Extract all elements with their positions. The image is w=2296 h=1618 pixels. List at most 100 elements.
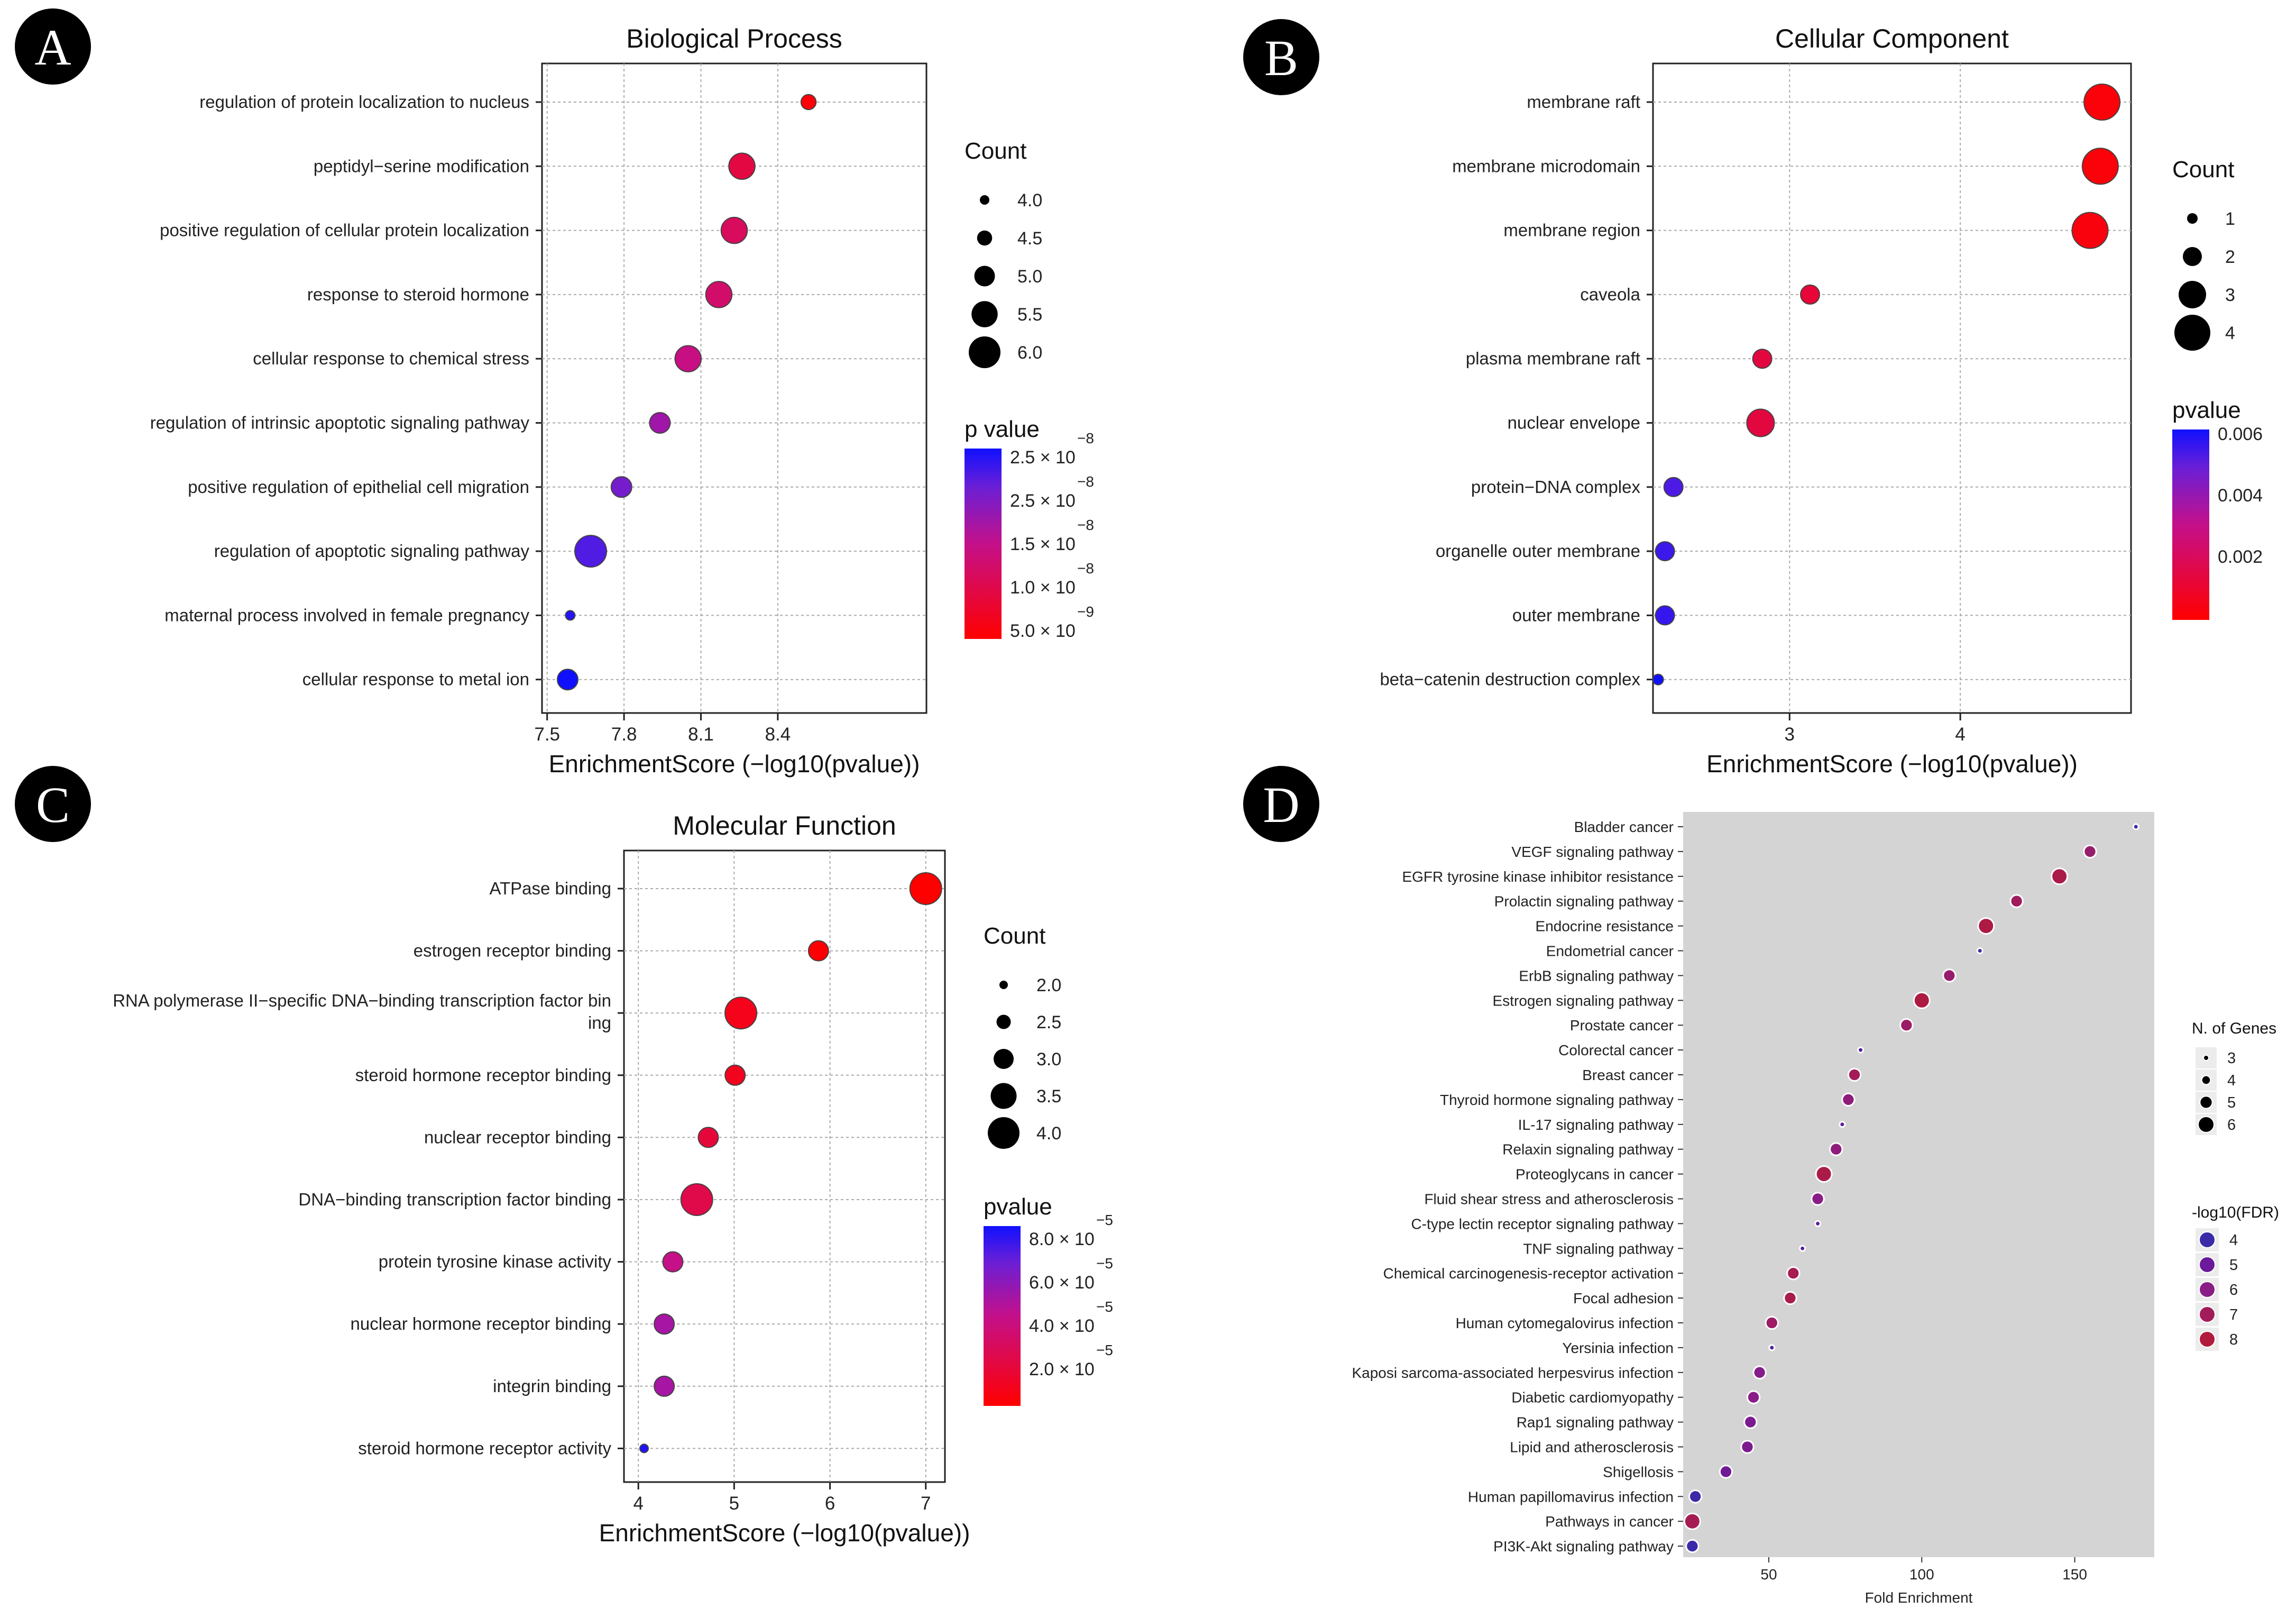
y-category-label: protein tyrosine kinase activity <box>379 1252 612 1272</box>
y-category-label: Breast cancer <box>1582 1067 1674 1083</box>
data-point <box>674 345 702 372</box>
x-tick-label: 8.1 <box>688 724 714 745</box>
size-legend-key <box>2187 213 2198 224</box>
panel-letter: D <box>1263 776 1299 833</box>
data-point <box>1752 1365 1767 1379</box>
x-tick-label: 150 <box>2062 1566 2087 1583</box>
color-legend-key <box>2199 1256 2216 1273</box>
y-category-label: Shigellosis <box>1603 1464 1674 1480</box>
data-point <box>1942 968 1957 983</box>
size-legend-label: 5 <box>2227 1094 2236 1111</box>
size-legend-label: 4.0 <box>1036 1123 1061 1144</box>
plot-frame <box>1652 62 2132 714</box>
data-point <box>1839 1121 1846 1128</box>
color-legend-label: 7 <box>2229 1306 2238 1323</box>
y-category-label: Chemical carcinogenesis-receptor activat… <box>1383 1265 1674 1282</box>
x-tick-label: 7 <box>921 1493 931 1514</box>
size-legend-key <box>2199 1095 2213 1109</box>
size-legend-key <box>999 981 1008 989</box>
colorbar-label: 2.5 × 10 <box>1010 491 1076 511</box>
size-legend-key <box>2203 1055 2209 1061</box>
data-point <box>565 610 576 621</box>
size-legend-key <box>2201 1075 2211 1085</box>
colorbar-label-exponent: −8 <box>1077 560 1094 577</box>
data-point <box>1655 605 1675 626</box>
size-legend-key <box>2174 315 2210 351</box>
y-category-label: estrogen receptor binding <box>414 941 611 961</box>
color-legend-key <box>2199 1281 2216 1298</box>
size-legend-key <box>2179 281 2206 308</box>
color-legend-title: p value <box>965 416 1040 442</box>
x-axis-label: EnrichmentScore (−log10(pvalue)) <box>549 750 920 778</box>
data-point <box>654 1313 675 1335</box>
data-point <box>1783 1291 1797 1305</box>
y-category-label: beta−catenin destruction complex <box>1380 670 1640 689</box>
data-point <box>1746 408 1775 437</box>
y-category-label: DNA−binding transcription factor binding <box>298 1190 611 1209</box>
colorbar-label: 0.006 <box>2218 424 2263 444</box>
y-category-label: TNF signaling pathway <box>1523 1240 1674 1257</box>
size-legend-label: 3.0 <box>1036 1049 1061 1069</box>
colorbar-label-exponent: −9 <box>1077 604 1094 620</box>
color-legend-key <box>2199 1306 2216 1323</box>
data-point <box>1814 1220 1822 1227</box>
y-category-label: regulation of protein localization to nu… <box>199 92 529 112</box>
colorbar-label-exponent: −5 <box>1096 1342 1113 1358</box>
y-category-label: protein−DNA complex <box>1471 477 1641 497</box>
y-category-label: positive regulation of epithelial cell m… <box>188 477 529 497</box>
colorbar <box>984 1226 1021 1406</box>
size-legend-key <box>974 266 995 287</box>
y-category-label: outer membrane <box>1512 605 1640 625</box>
y-category-label: integrin binding <box>493 1376 611 1396</box>
data-point <box>649 412 671 434</box>
colorbar-label-exponent: −8 <box>1077 473 1094 490</box>
data-point <box>1663 477 1684 497</box>
x-tick-label: 8.4 <box>765 724 791 745</box>
size-legend-label: 3 <box>2227 1050 2236 1067</box>
data-point <box>1857 1046 1865 1054</box>
size-legend-key <box>969 336 1000 368</box>
size-legend-label: 2 <box>2225 247 2235 267</box>
y-category-label: VEGF signaling pathway <box>1511 844 1674 860</box>
data-point <box>1799 1245 1806 1252</box>
size-legend-label: 6.0 <box>1017 343 1042 363</box>
y-category-label: EGFR tyrosine kinase inhibitor resistanc… <box>1402 869 1674 885</box>
size-legend-key <box>977 230 993 246</box>
x-tick-label: 5 <box>729 1493 739 1514</box>
panel-letter-badge <box>1243 766 1319 842</box>
size-legend-key <box>971 301 998 327</box>
data-point <box>1765 1315 1779 1330</box>
size-legend-label: 2.5 <box>1036 1012 1061 1032</box>
size-legend-label: 6 <box>2227 1117 2236 1133</box>
x-tick-label: 6 <box>825 1493 835 1514</box>
colorbar-label: 4.0 × 10 <box>1029 1316 1095 1336</box>
colorbar-label-exponent: −5 <box>1096 1255 1113 1272</box>
y-category-label: ATPase binding <box>489 879 611 898</box>
data-point <box>1913 991 1931 1009</box>
y-category-label: Lipid and atherosclerosis <box>1510 1439 1674 1456</box>
x-axis-label: EnrichmentScore (−log10(pvalue)) <box>1706 750 2078 778</box>
color-legend-label: 5 <box>2229 1257 2238 1274</box>
chart-title: Molecular Function <box>673 811 896 840</box>
colorbar-label: 0.004 <box>2218 486 2263 506</box>
data-point <box>1829 1142 1843 1156</box>
plot-frame <box>623 849 946 1483</box>
data-point <box>2071 212 2109 249</box>
colorbar-label: 2.0 × 10 <box>1029 1359 1095 1379</box>
y-category-label: nuclear envelope <box>1508 413 1640 433</box>
data-point <box>697 1127 719 1148</box>
size-legend-key <box>996 1014 1011 1029</box>
y-category-label: Diabetic cardiomyopathy <box>1511 1390 1674 1406</box>
data-point <box>1688 1489 1703 1504</box>
chart-title: Cellular Component <box>1775 24 2009 53</box>
size-legend-key <box>988 1117 1020 1149</box>
data-point <box>610 476 632 498</box>
size-legend-key <box>994 1049 1014 1069</box>
data-point <box>662 1251 684 1273</box>
panel-letter-badge <box>15 8 91 85</box>
data-point <box>1719 1465 1733 1479</box>
size-legend-title: Count <box>984 923 1045 949</box>
data-point <box>724 997 758 1030</box>
colorbar-label-exponent: −5 <box>1096 1212 1113 1228</box>
y-category-label: cellular response to metal ion <box>302 670 529 689</box>
